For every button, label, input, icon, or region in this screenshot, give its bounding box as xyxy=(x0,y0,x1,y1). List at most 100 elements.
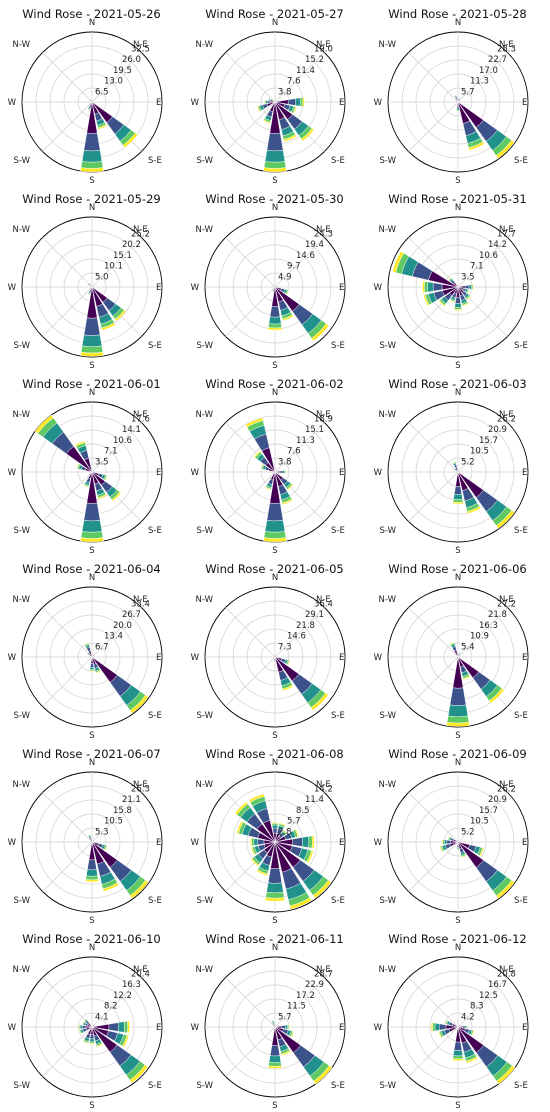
direction-bar xyxy=(457,101,485,151)
compass-label: S-W xyxy=(196,526,213,536)
radial-tick-label: 26.3 xyxy=(131,784,150,794)
compass-label: N-E xyxy=(133,780,148,790)
compass-label: S xyxy=(455,731,460,741)
compass-label: N-W xyxy=(13,965,31,975)
bar-segment xyxy=(462,675,471,680)
bar-segment xyxy=(117,1021,125,1033)
bar-segment xyxy=(453,1041,463,1051)
bar-segment xyxy=(268,316,282,325)
wind-rose-plot: 5.210.515.720.926.2 N N-E E S-E S S-W W N-W xyxy=(374,388,529,556)
compass-label: S xyxy=(89,361,94,371)
grid-spoke xyxy=(42,52,93,103)
direction-bar xyxy=(274,471,293,505)
direction-bar xyxy=(267,286,283,331)
grid-spoke xyxy=(225,1026,276,1077)
compass-label: S xyxy=(272,176,277,186)
bar-segment xyxy=(422,280,425,294)
bar-segment xyxy=(104,475,108,481)
compass-label: N-E xyxy=(133,40,148,50)
radial-tick-label: 24.3 xyxy=(314,229,333,239)
radial-tick-label: 19.5 xyxy=(113,66,132,76)
bar-segment xyxy=(283,134,297,142)
bar-segment xyxy=(81,150,103,163)
direction-bar xyxy=(265,841,285,902)
bar-segment xyxy=(462,1025,466,1029)
compass-label: S-E xyxy=(331,156,345,166)
bar-segment xyxy=(282,684,294,691)
compass-label: N-E xyxy=(133,410,148,420)
bar-segment xyxy=(313,1065,333,1085)
compass-label: N xyxy=(89,573,95,583)
bar-segment xyxy=(87,108,91,111)
grid-spoke xyxy=(274,977,325,1028)
direction-bar xyxy=(78,1024,93,1030)
chart-title: Wind Rose - 2021-06-04 xyxy=(22,562,161,576)
wind-rose-chart: Wind Rose - 2021-06-10 4.1 8.2 12.2 16.3 20.4… xyxy=(0,925,183,1111)
wind-rose-chart: Wind Rose - 2021-06-02 3.8 7.6 11.3 15.1 18.9… xyxy=(183,370,366,556)
compass-label: E xyxy=(156,468,161,478)
compass-label: S-W xyxy=(379,711,396,721)
direction-bar xyxy=(91,656,102,674)
compass-label: N-W xyxy=(196,225,214,235)
compass-label: N xyxy=(272,203,278,213)
radial-tick-label: 15.7 xyxy=(479,806,498,816)
bar-segment xyxy=(83,1018,87,1022)
wind-rose-plot: 5.410.916.321.827.2 N N-E E S-E S S-W W N-W xyxy=(374,573,529,741)
direction-bar xyxy=(274,471,294,491)
bar-segment xyxy=(466,295,472,301)
direction-bar xyxy=(274,841,314,864)
radial-tick-label: 26.2 xyxy=(497,414,516,424)
bar-segment xyxy=(80,161,104,169)
bar-segment xyxy=(461,302,469,307)
compass-label: S-W xyxy=(13,896,30,906)
compass-label: N-E xyxy=(316,410,331,420)
bar-segment xyxy=(83,484,89,488)
compass-label: N-E xyxy=(316,595,331,605)
direction-bar xyxy=(452,471,464,505)
direction-bar xyxy=(91,1020,130,1034)
bar-segment xyxy=(264,150,286,163)
radial-tick-label: 16.3 xyxy=(479,621,498,631)
bar-segment xyxy=(444,1019,448,1025)
direction-bar xyxy=(457,284,475,290)
bar-segment xyxy=(446,721,470,727)
grid-spoke xyxy=(274,422,325,473)
radial-tick-label: 20.9 xyxy=(488,795,507,805)
radial-tick-label: 8.2 xyxy=(104,1002,118,1012)
direction-bar xyxy=(263,99,276,105)
bar-segment xyxy=(292,837,303,847)
compass-label: N-W xyxy=(13,780,31,790)
grid-spoke xyxy=(408,607,459,658)
bar-segment xyxy=(251,837,255,847)
direction-bar xyxy=(457,1026,516,1085)
bar-segment xyxy=(79,1024,83,1030)
grid-spoke xyxy=(457,52,508,103)
compass-label: N-W xyxy=(196,965,214,975)
grid-spoke xyxy=(457,977,508,1028)
direction-bar xyxy=(253,450,276,473)
direction-bar xyxy=(74,440,93,473)
compass-label: E xyxy=(156,653,161,663)
wind-rose-plot: 5.310.515.821.126.3 N N-E E S-E S S-W W N-W xyxy=(8,758,163,926)
bar-segment xyxy=(87,282,90,285)
bar-segment xyxy=(432,282,443,292)
grid-spoke xyxy=(91,792,142,843)
compass-label: N-E xyxy=(316,40,331,50)
direction-bar xyxy=(274,656,329,711)
radial-tick-label: 25.2 xyxy=(131,229,150,239)
compass-label: N-W xyxy=(379,965,397,975)
chart-title: Wind Rose - 2021-06-11 xyxy=(205,932,344,946)
direction-bar xyxy=(82,1026,93,1044)
wind-rose-chart: Wind Rose - 2021-06-03 5.2 10.5 15.7 20.9 26.… xyxy=(366,370,549,556)
radial-tick-label: 28.3 xyxy=(497,44,516,54)
bar-segment xyxy=(272,827,278,834)
direction-bar xyxy=(446,656,470,727)
bar-segment xyxy=(446,839,452,845)
compass-label: N xyxy=(455,388,461,398)
direction-bar xyxy=(76,463,93,473)
bar-segment xyxy=(82,1040,89,1044)
direction-bar xyxy=(274,841,312,910)
radial-tick-label: 10.5 xyxy=(470,817,489,827)
chart-title: Wind Rose - 2021-06-02 xyxy=(205,377,344,391)
bar-segment xyxy=(438,1031,443,1038)
